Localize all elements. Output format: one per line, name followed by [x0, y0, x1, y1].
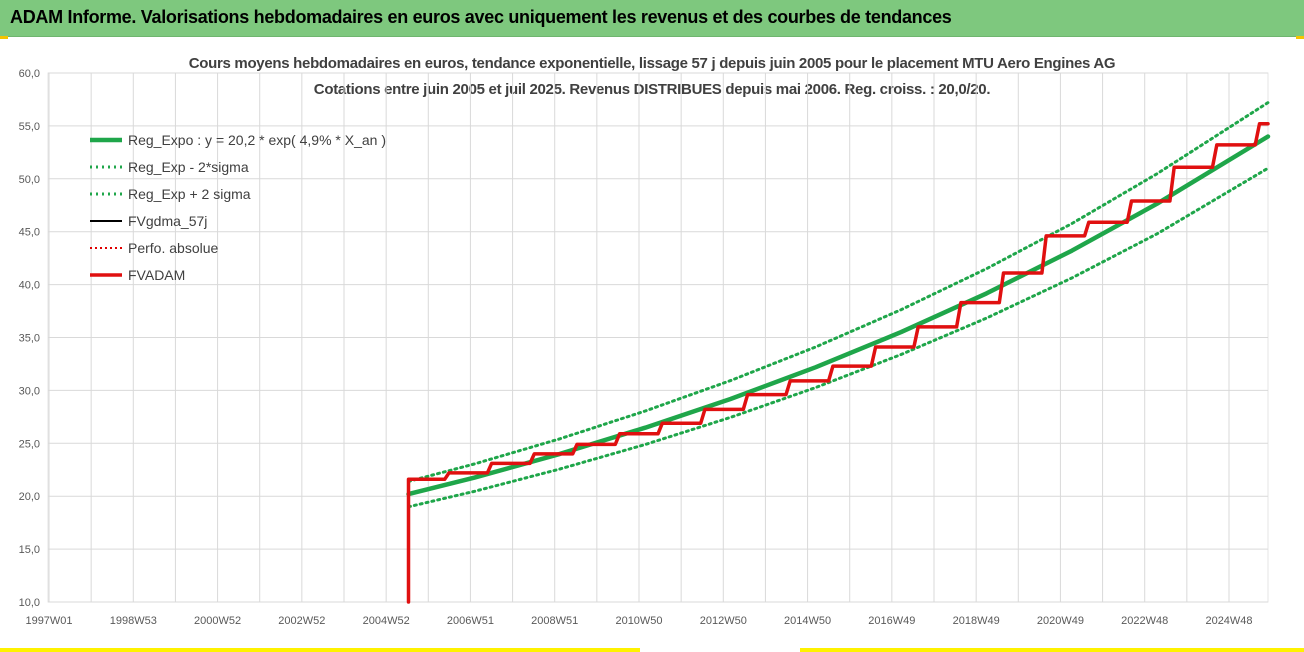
y-tick-label: 45,0 — [19, 227, 40, 239]
y-tick-label: 30,0 — [19, 385, 40, 397]
y-tick-label: 15,0 — [19, 544, 40, 556]
series-line-3 — [407, 122, 1269, 481]
bottom-strip — [0, 648, 1304, 652]
series-line-1 — [407, 166, 1270, 509]
y-tick-label: 35,0 — [19, 333, 40, 345]
x-tick-label: 2014W50 — [784, 615, 831, 627]
x-tick-label: 2024W48 — [1205, 615, 1252, 627]
chart-subtitle: Cotations entre juin 2005 et juil 2025. … — [313, 81, 991, 98]
x-tick-label: 2012W50 — [700, 615, 747, 627]
series-line-2 — [407, 101, 1270, 483]
legend-label: Reg_Exp + 2 sigma — [128, 186, 251, 202]
x-tick-label: 2002W52 — [278, 615, 325, 627]
x-tick-label: 2022W48 — [1121, 615, 1168, 627]
x-tick-label: 2000W52 — [194, 615, 241, 627]
y-tick-label: 10,0 — [19, 597, 40, 609]
chart-title: Cours moyens hebdomadaires en euros, ten… — [188, 55, 1116, 72]
legend-label: Reg_Exp - 2*sigma — [128, 159, 249, 175]
x-tick-label: 2018W49 — [953, 615, 1000, 627]
series-line-0 — [406, 134, 1271, 497]
series-line-5 — [406, 122, 1270, 604]
x-tick-label: 2020W49 — [1037, 615, 1084, 627]
corner-marker-left — [0, 36, 8, 39]
x-tick-label: 2008W51 — [531, 615, 578, 627]
legend-label: FVgdma_57j — [128, 213, 207, 229]
window-title: ADAM Informe. Valorisations hebdomadaire… — [10, 7, 952, 27]
x-tick-label: 2016W49 — [868, 615, 915, 627]
x-tick-label: 1997W01 — [25, 615, 72, 627]
y-tick-label: 55,0 — [19, 121, 40, 133]
y-tick-label: 60,0 — [19, 68, 40, 80]
legend-label: Perfo. absolue — [128, 240, 218, 256]
x-tick-label: 2006W51 — [447, 615, 494, 627]
y-tick-label: 20,0 — [19, 491, 40, 503]
x-tick-label: 2004W52 — [363, 615, 410, 627]
y-tick-label: 25,0 — [19, 438, 40, 450]
x-tick-label: 1998W53 — [110, 615, 157, 627]
x-tick-label: 2010W50 — [615, 615, 662, 627]
legend-label: FVADAM — [128, 267, 185, 283]
legend-label: Reg_Expo : y = 20,2 * exp( 4,9% * X_an ) — [128, 132, 386, 148]
header-bar: ADAM Informe. Valorisations hebdomadaire… — [0, 0, 1304, 37]
y-tick-label: 40,0 — [19, 280, 40, 292]
corner-marker-right — [1296, 36, 1304, 39]
y-tick-label: 50,0 — [19, 174, 40, 186]
